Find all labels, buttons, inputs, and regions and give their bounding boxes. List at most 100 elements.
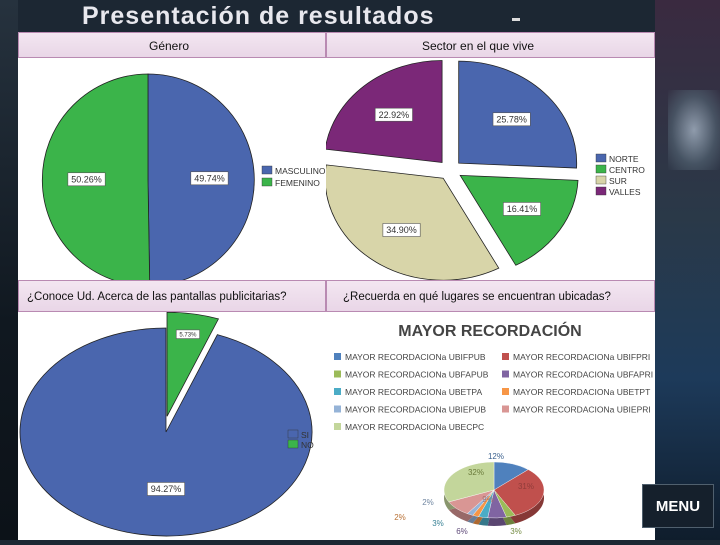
awareness-slice-label: 94.27% xyxy=(147,482,185,496)
recall-legend-label: MAYOR RECORDACIONa UBETPT xyxy=(513,387,650,397)
gender-legend-swatch xyxy=(261,165,273,175)
recall-legend-swatch xyxy=(334,423,341,430)
recall-legend-item: MAYOR RECORDACIONa UBETPA xyxy=(334,387,482,397)
sector-legend-item: CENTRO xyxy=(595,164,645,175)
sector-legend-item: VALLES xyxy=(595,186,641,197)
awareness-legend-item: NO xyxy=(287,439,314,450)
svg-text:50.26%: 50.26% xyxy=(71,174,102,184)
recall-slice-label: 2% xyxy=(394,513,406,522)
sector-slice-label: 22.92% xyxy=(374,107,413,122)
awareness-chart-panel: 94.27% 5.73% SI NO xyxy=(18,311,326,540)
recall-legend-label: MAYOR RECORDACIONa UBIFPRI xyxy=(513,352,650,362)
gender-legend-item: MASCULINO xyxy=(261,165,326,176)
sector-legend-label: VALLES xyxy=(609,187,641,197)
recall-legend-label: MAYOR RECORDACIONa UBFAPRI xyxy=(513,370,653,380)
svg-text:34.90%: 34.90% xyxy=(386,225,417,235)
awareness-legend-label: NO xyxy=(301,440,314,450)
awareness-legend-swatch xyxy=(287,439,299,449)
svg-text:25.78%: 25.78% xyxy=(496,114,527,124)
recall-legend-swatch xyxy=(334,370,341,378)
recall-legend-item: MAYOR RECORDACIONa UBIFPRI xyxy=(502,352,650,362)
recall-slice-8 xyxy=(443,461,495,503)
svg-text:16.41%: 16.41% xyxy=(507,204,538,214)
sector-legend-swatch xyxy=(595,153,607,163)
recall-chart-title: ¿Recuerda en qué lugares se encuentran u… xyxy=(343,291,611,303)
recall-legend-label: MAYOR RECORDACIONa UBETPA xyxy=(345,387,482,397)
svg-text:94.27%: 94.27% xyxy=(151,484,182,494)
recall-legend-label: MAYOR RECORDACIONa UBIFPUB xyxy=(345,352,486,362)
recall-slice-label: 32% xyxy=(468,468,484,477)
recall-slice-1 xyxy=(493,469,545,516)
recall-chart-panel: MAYOR RECORDACIÓN MAYOR RECORDACIONa UBIF… xyxy=(326,312,655,540)
recall-slice-label: 2% xyxy=(422,498,434,507)
recall-legend-item: MAYOR RECORDACIONa UBETPT xyxy=(502,387,650,397)
recall-legend-item: MAYOR RECORDACIONa UBIFPUB xyxy=(334,352,486,362)
recall-pie-chart: MAYOR RECORDACIÓN MAYOR RECORDACIONa UBIF… xyxy=(334,321,653,536)
sector-legend-label: NORTE xyxy=(609,154,639,164)
recall-legend-item: MAYOR RECORDACIONa UBIEPRI xyxy=(502,405,651,415)
recall-slice-label: 6% xyxy=(456,527,468,536)
awareness-legend-label: SI xyxy=(301,430,309,440)
sector-legend-item: NORTE xyxy=(595,153,639,164)
sector-legend-item: SUR xyxy=(595,175,627,186)
sector-slice-centro xyxy=(459,174,579,266)
recall-legend-item: MAYOR RECORDACIONa UBECPC xyxy=(334,422,484,432)
gender-chart-title: Género xyxy=(149,39,190,53)
recall-legend-item: MAYOR RECORDACIONa UBFAPRI xyxy=(502,370,653,380)
sector-pie-chart: 25.78% 16.41% 34.90% 22.92% NORTECENTROSURVA… xyxy=(324,60,645,281)
sector-chart-title: Sector en el que vive xyxy=(422,39,535,53)
sector-chart-panel: 25.78% 16.41% 34.90% 22.92% NORTE CENTRO SUR VA… xyxy=(324,58,655,281)
recall-legend-swatch xyxy=(334,353,341,360)
recall-legend-item: MAYOR RECORDACIONa UBIEPUB xyxy=(334,405,486,415)
recall-subtitle: MAYOR RECORDACIÓN xyxy=(398,321,581,340)
recall-legend-item: MAYOR RECORDACIONa UBFAPUB xyxy=(334,370,489,380)
gender-chart-panel: 49.74% 50.26% MASCULINO FEMENINO xyxy=(18,58,326,287)
gender-legend-label: FEMENINO xyxy=(275,178,320,188)
gender-legend-label: MASCULINO xyxy=(275,166,326,176)
sector-legend-swatch xyxy=(595,164,607,174)
recall-legend-label: MAYOR RECORDACIONa UBFAPUB xyxy=(345,370,489,380)
background-light xyxy=(668,90,720,170)
awareness-slice-si xyxy=(19,327,313,537)
recall-legend-swatch xyxy=(334,405,341,413)
background-right xyxy=(655,0,720,540)
recall-legend-label: MAYOR RECORDACIONa UBIEPRI xyxy=(513,405,651,415)
gender-chart-header: Género xyxy=(18,32,326,58)
sector-slice-label: 34.90% xyxy=(382,223,421,237)
recall-legend-swatch xyxy=(502,405,509,413)
awareness-legend-swatch xyxy=(287,429,299,439)
recall-legend-swatch xyxy=(502,353,509,360)
gender-pie-chart: 49.74% 50.26% MASCULINO FEMENINO xyxy=(41,73,326,287)
recall-slice-label: 3% xyxy=(510,527,522,536)
svg-text:22.92%: 22.92% xyxy=(379,110,410,120)
sector-legend-label: CENTRO xyxy=(609,165,645,175)
gender-legend-swatch xyxy=(261,177,273,187)
recall-slice-label: 12% xyxy=(488,452,504,461)
recall-slice-label: 9% xyxy=(482,495,494,504)
recall-slice-label: 3% xyxy=(432,519,444,528)
menu-button[interactable]: MENU xyxy=(642,484,714,528)
title-decoration xyxy=(512,18,520,21)
recall-slice-label: 31% xyxy=(518,482,534,491)
recall-legend-swatch xyxy=(334,388,341,395)
recall-legend-swatch xyxy=(502,370,509,378)
awareness-slice-label: 5.73% xyxy=(175,329,200,339)
sector-slice-sur xyxy=(324,164,500,281)
recall-legend-label: MAYOR RECORDACIONa UBECPC xyxy=(345,422,484,432)
svg-text:49.74%: 49.74% xyxy=(194,173,225,183)
background-left xyxy=(0,0,18,540)
sector-legend-swatch xyxy=(595,186,607,196)
page-title: Presentación de resultados xyxy=(82,2,435,30)
awareness-chart-header: ¿Conoce Ud. Acerca de las pantallas publ… xyxy=(18,280,326,312)
sector-legend-label: SUR xyxy=(609,176,627,186)
awareness-legend-item: SI xyxy=(287,429,309,440)
sector-slice-label: 25.78% xyxy=(492,112,531,127)
awareness-chart-title: ¿Conoce Ud. Acerca de las pantallas publ… xyxy=(27,291,287,303)
recall-legend-label: MAYOR RECORDACIONa UBIEPUB xyxy=(345,405,486,415)
gender-legend-item: FEMENINO xyxy=(261,177,320,188)
gender-slice-label: 49.74% xyxy=(190,171,229,186)
gender-slice-label: 50.26% xyxy=(67,172,106,187)
svg-text:5.73%: 5.73% xyxy=(179,332,197,338)
sector-slice-label: 16.41% xyxy=(502,202,541,216)
